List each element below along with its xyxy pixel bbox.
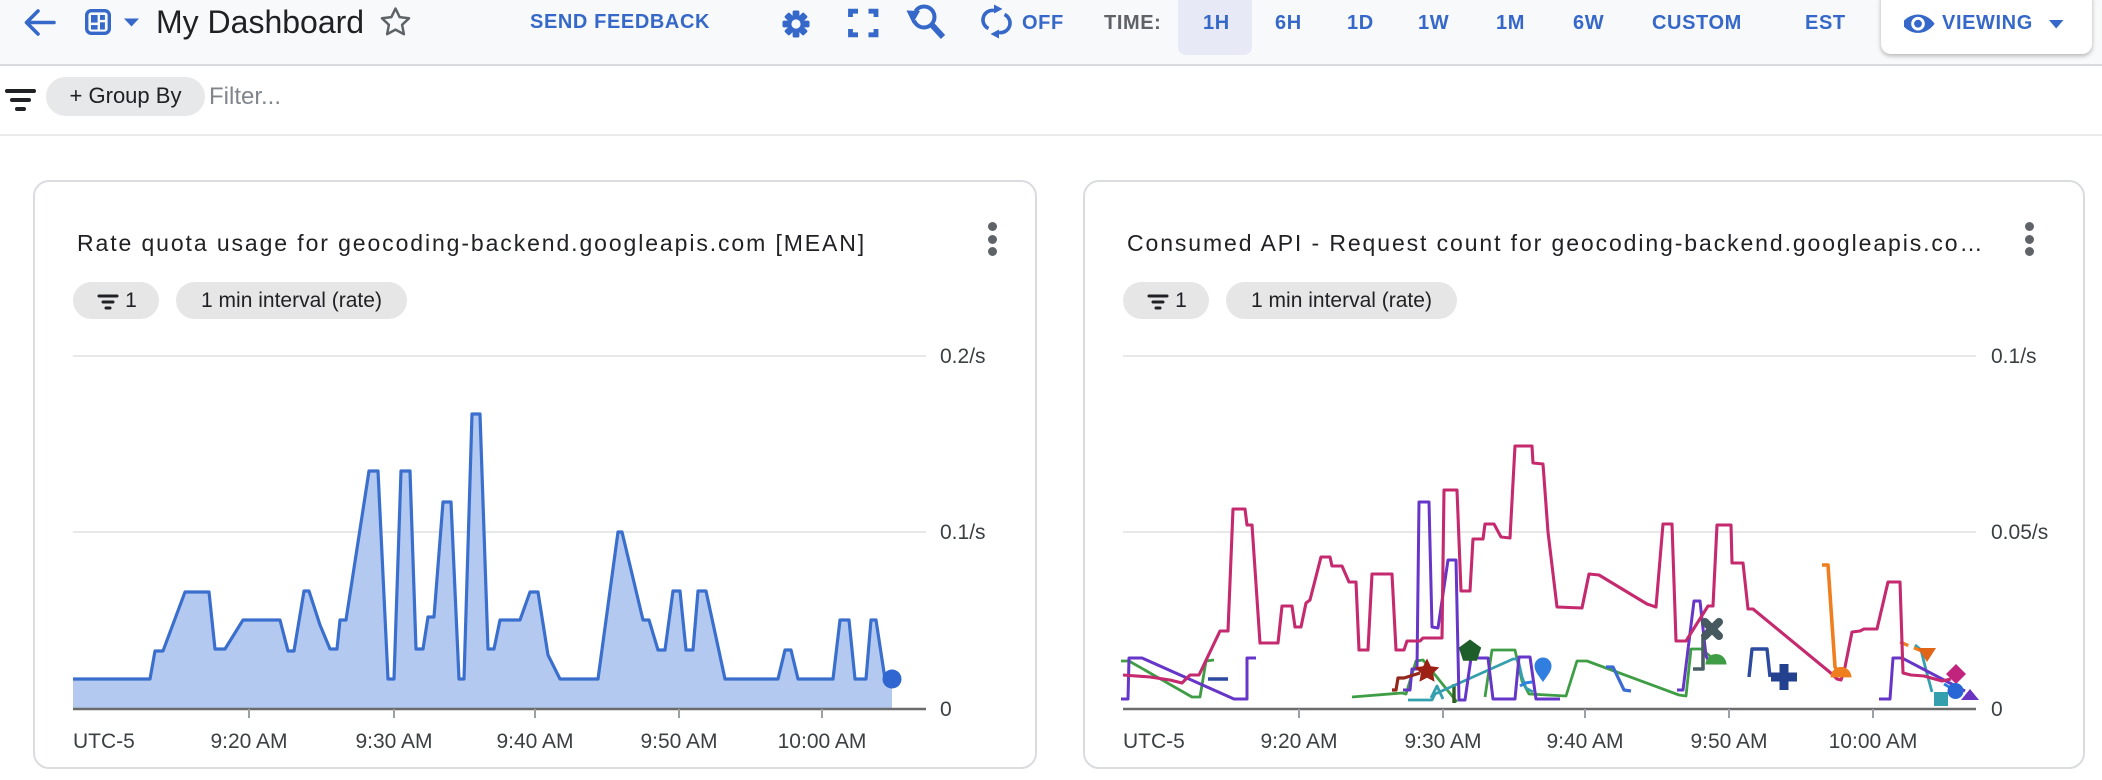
svg-text:9:40 AM: 9:40 AM bbox=[1546, 730, 1623, 753]
svg-text:9:50 AM: 9:50 AM bbox=[640, 730, 717, 753]
svg-text:0: 0 bbox=[940, 698, 952, 721]
svg-text:10:00 AM: 10:00 AM bbox=[1829, 730, 1918, 753]
svg-text:0.1/s: 0.1/s bbox=[940, 521, 986, 544]
svg-text:0.05/s: 0.05/s bbox=[1991, 521, 2048, 544]
svg-text:9:40 AM: 9:40 AM bbox=[496, 730, 573, 753]
svg-text:UTC-5: UTC-5 bbox=[1123, 730, 1185, 753]
svg-text:0: 0 bbox=[1991, 698, 2003, 721]
svg-text:9:30 AM: 9:30 AM bbox=[355, 730, 432, 753]
svg-text:9:20 AM: 9:20 AM bbox=[210, 730, 287, 753]
svg-text:0.1/s: 0.1/s bbox=[1991, 345, 2037, 368]
svg-text:9:50 AM: 9:50 AM bbox=[1690, 730, 1767, 753]
svg-text:0.2/s: 0.2/s bbox=[940, 345, 986, 368]
svg-text:UTC-5: UTC-5 bbox=[73, 730, 135, 753]
svg-text:9:30 AM: 9:30 AM bbox=[1404, 730, 1481, 753]
svg-text:10:00 AM: 10:00 AM bbox=[778, 730, 867, 753]
svg-text:9:20 AM: 9:20 AM bbox=[1260, 730, 1337, 753]
